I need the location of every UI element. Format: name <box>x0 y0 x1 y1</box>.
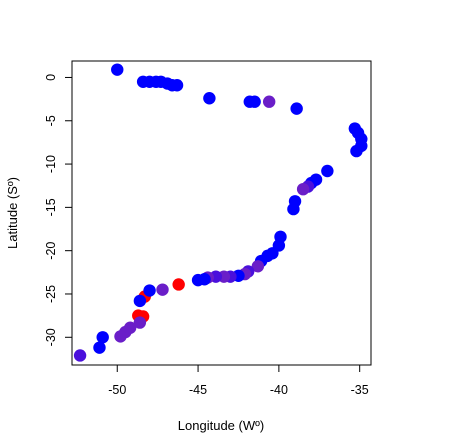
y-tick-label: -30 <box>44 328 58 346</box>
x-tick-label: -50 <box>108 383 126 397</box>
data-point <box>321 164 334 178</box>
data-point <box>133 294 147 308</box>
data-point <box>111 63 124 76</box>
y-axis: 0 -5 -10 -15 -20 -25 -30 <box>44 74 73 346</box>
data-point <box>143 284 156 297</box>
data-point <box>73 349 87 362</box>
data-point <box>172 278 185 291</box>
data-point <box>93 341 106 354</box>
data-point <box>156 283 169 296</box>
data-point <box>296 182 310 196</box>
y-tick-label: -20 <box>44 242 58 260</box>
y-tick-label: -15 <box>44 198 58 216</box>
data-point <box>203 92 216 105</box>
data-point <box>114 330 127 343</box>
y-tick-label: -5 <box>44 115 58 126</box>
data-point <box>248 95 261 108</box>
data-point <box>251 260 265 273</box>
data-point <box>262 95 276 108</box>
data-point <box>170 79 184 92</box>
data-point <box>287 202 300 216</box>
y-axis-title: Latitude (Sº) <box>5 177 20 249</box>
data-point <box>96 331 109 344</box>
x-axis: -50 -45 -40 -35 <box>108 364 369 397</box>
y-tick-label: -25 <box>44 285 58 303</box>
x-axis-title: Longitude (Wº) <box>178 418 264 433</box>
y-tick-label: 0 <box>44 74 58 81</box>
plot-box <box>71 60 372 366</box>
x-tick-label: -40 <box>270 383 288 397</box>
data-point <box>290 102 303 115</box>
data-point <box>133 316 147 329</box>
x-tick-label: -45 <box>189 383 207 397</box>
data-point <box>198 273 211 286</box>
x-tick-label: -35 <box>351 383 369 397</box>
data-point <box>350 144 363 158</box>
data-points <box>73 63 368 362</box>
y-tick-label: -10 <box>44 155 58 173</box>
